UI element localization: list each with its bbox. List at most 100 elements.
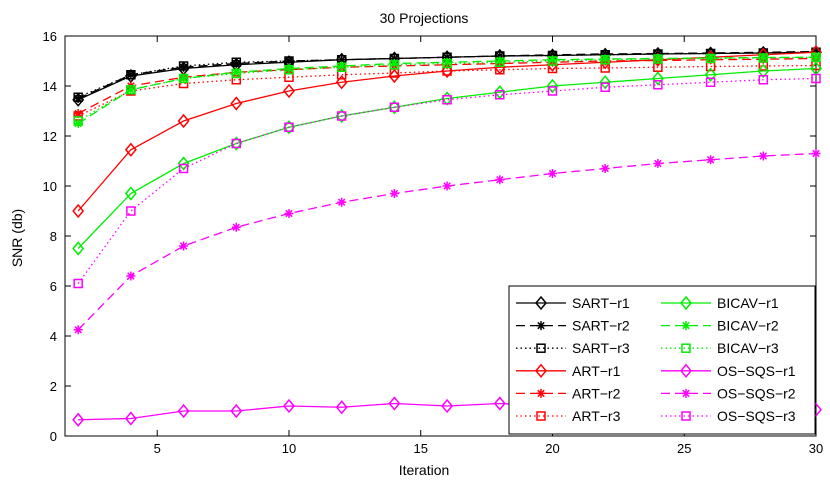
data-point: [336, 111, 347, 121]
data-point: [177, 156, 190, 171]
x-tick-label: 15: [414, 441, 428, 456]
legend-entry-art-r3: ART−r3: [516, 408, 621, 424]
data-point: [231, 67, 241, 77]
data-point: [283, 398, 295, 414]
y-tick-label: 4: [50, 329, 57, 344]
legend-marker: [681, 388, 691, 398]
data-point: [705, 53, 716, 64]
legend-label: SART−r3: [572, 340, 630, 356]
legend-marker: [681, 411, 691, 421]
chart-title: 30 Projections: [380, 10, 469, 26]
data-point: [547, 50, 557, 60]
legend-label: OS−SQS−r1: [717, 363, 796, 379]
y-axis-title: SNR (db): [9, 209, 25, 267]
legend-entry-bicav-r2: BICAV−r2: [661, 318, 779, 334]
data-point: [337, 197, 347, 207]
legend-entry-sart-r3: SART−r3: [516, 340, 630, 356]
data-point: [126, 70, 136, 80]
y-tick-label: 6: [50, 279, 57, 294]
data-point: [231, 222, 241, 232]
data-point: [73, 94, 83, 103]
series-line: [77, 51, 817, 98]
series-os-sqs-r2: [73, 149, 821, 335]
data-point: [547, 169, 557, 178]
data-point: [284, 65, 294, 75]
data-point: [230, 403, 243, 419]
x-tick-label: 30: [809, 441, 823, 456]
data-point: [600, 49, 610, 59]
data-point: [389, 102, 400, 112]
data-point: [72, 203, 85, 219]
data-point: [495, 175, 505, 185]
legend-label: ART−r3: [572, 408, 621, 424]
data-point: [230, 96, 243, 111]
series-line: [77, 56, 817, 122]
legend-label: ART−r2: [572, 385, 621, 401]
legend-marker: [536, 411, 546, 421]
data-point: [337, 55, 347, 65]
legend-entry-sart-r2: SART−r2: [516, 318, 630, 334]
series-line: [77, 77, 817, 284]
data-point: [653, 54, 663, 64]
data-point: [179, 241, 189, 251]
data-point: [757, 63, 770, 79]
data-point: [73, 119, 83, 128]
x-tick-label: 10: [282, 441, 296, 456]
y-tick-label: 12: [43, 129, 57, 144]
x-axis-title: Iteration: [399, 462, 450, 478]
legend-entry-os-sqs-r2: OS−SQS−r2: [661, 385, 796, 401]
legend-entry-os-sqs-r3: OS−SQS−r3: [661, 408, 796, 424]
x-tick-label: 25: [677, 441, 691, 456]
series-line: [77, 50, 817, 100]
data-point: [335, 75, 348, 90]
data-point: [179, 62, 189, 72]
data-point: [495, 57, 505, 67]
data-point: [336, 62, 347, 72]
legend-entry-os-sqs-r1: OS−SQS−r1: [661, 363, 796, 379]
data-point: [758, 151, 768, 161]
legend-label: OS−SQS−r2: [717, 385, 796, 401]
y-tick-label: 14: [43, 79, 57, 94]
data-point: [284, 209, 294, 218]
data-point: [495, 56, 505, 66]
series-layer: [72, 45, 822, 427]
data-point: [600, 54, 610, 64]
legend-marker: [681, 321, 691, 331]
legend-marker: [680, 363, 692, 378]
legend-entry-sart-r1: SART−r1: [516, 295, 630, 311]
data-point: [599, 75, 612, 90]
y-tick-label: 0: [50, 429, 57, 444]
x-tick-label: 20: [545, 441, 559, 456]
data-point: [547, 55, 557, 65]
data-point: [705, 77, 716, 87]
data-point: [389, 54, 399, 63]
data-point: [758, 53, 768, 62]
legend-marker: [536, 321, 546, 331]
data-point: [442, 58, 452, 69]
data-point: [653, 159, 663, 168]
series-bicav-r3: [73, 52, 821, 126]
legend-marker: [680, 295, 692, 311]
data-point: [547, 86, 558, 96]
data-point: [653, 80, 663, 90]
data-point: [706, 155, 716, 165]
legend-marker: [536, 343, 546, 353]
data-point: [178, 73, 189, 84]
data-point: [126, 206, 136, 216]
data-point: [178, 61, 189, 71]
data-point: [73, 278, 83, 289]
axis-ticks: 5 10 15 20 25 30 0 2 4 6 8 10 12 14 16: [43, 29, 824, 456]
data-point: [493, 396, 506, 411]
legend-marker: [681, 343, 691, 353]
series-line: [77, 67, 817, 249]
data-point: [389, 59, 399, 68]
data-point: [758, 75, 769, 85]
data-point: [600, 55, 610, 65]
y-tick-label: 8: [50, 229, 57, 244]
legend-entry-bicav-r1: BICAV−r1: [661, 295, 779, 311]
data-point: [178, 163, 189, 174]
data-point: [441, 398, 454, 414]
data-point: [337, 61, 347, 71]
data-point: [758, 53, 769, 63]
